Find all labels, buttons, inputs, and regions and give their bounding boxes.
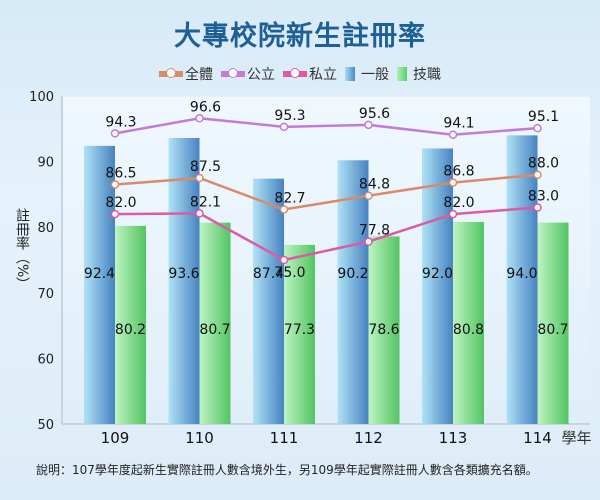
x-tick-label: 109 [101,429,130,447]
line-data-label: 82.0 [443,195,474,211]
legend-line-marker [221,68,245,78]
bar-vocational [199,222,231,424]
x-tick-label: 114 [523,429,552,447]
line-point [279,205,289,214]
bar-data-label: 80.8 [453,322,484,338]
y-tick-label: 60 [37,352,54,367]
y-axis-label: 註冊率（%） [14,208,30,292]
bar-general [84,145,115,424]
line-point [195,114,204,123]
line-point [364,191,373,200]
line-data-label: 95.3 [274,108,305,124]
line-point [110,180,120,189]
line-data-label: 95.6 [359,106,390,122]
line-data-label: 87.5 [190,159,221,175]
bar-vocational [368,236,400,424]
legend-item-private: 私立 [283,64,337,84]
legend-item-total: 全體 [159,64,213,84]
line-point [448,209,458,219]
y-tick-label: 100 [29,90,54,105]
bar-general [253,178,284,424]
line-data-label: 94.3 [105,114,136,130]
line-series [114,117,538,136]
line-point [364,120,373,130]
legend-label: 一般 [361,67,389,83]
footnote: 說明：107學年度起新生實際註冊人數含境外生，另109學年起實際註冊人數含各類擴… [36,463,538,477]
x-tick-label: 113 [439,429,468,447]
legend-swatch [397,67,407,81]
line-point [195,209,204,218]
y-tick-label: 70 [37,287,54,302]
legend-label: 全體 [185,67,213,83]
line-point [279,122,289,132]
bar-data-label: 80.7 [537,322,568,338]
bar-data-label: 92.0 [422,266,453,282]
y-tick-label: 90 [37,156,54,171]
legend-swatch [345,67,355,81]
bar-data-label: 80.2 [115,322,146,338]
line-data-label: 75.0 [274,265,305,281]
line-point [448,130,458,139]
bar-data-label: 93.6 [168,266,199,282]
bar-data-label: 77.3 [284,322,315,338]
line-data-label: 96.6 [190,99,221,115]
x-tick-label: 112 [354,429,383,447]
line-data-label: 77.8 [359,223,390,239]
legend: 全體 公立 私立 一般 技職 [0,64,600,84]
line-data-label: 94.1 [443,116,474,132]
legend-label: 公立 [247,67,275,83]
line-point [533,203,542,212]
legend-label: 技職 [413,67,441,83]
line-point [195,173,204,183]
bar-general [168,137,200,424]
line-point [533,123,542,133]
bar-vocational [115,225,146,424]
line-point [533,170,542,179]
line-point [364,237,373,246]
line-point [110,209,120,219]
bar-data-label: 90.2 [337,266,368,282]
legend-line-marker [159,68,183,78]
bar-vocational [453,221,484,424]
bar-vocational [284,244,315,424]
line-data-label: 86.8 [443,164,474,180]
chart-title: 大專校院新生註冊率 [174,21,426,52]
bar-data-label: 87.4 [253,266,284,282]
line-point [110,129,120,138]
line-point [448,178,458,187]
line-series [114,173,538,211]
line-data-label: 84.8 [359,177,390,193]
legend-item-general: 一般 [345,64,389,84]
line-data-label: 82.1 [190,194,221,210]
line-series [114,206,538,262]
line-data-label: 82.7 [274,190,305,206]
bar-general [506,135,538,425]
bar-data-label: 80.7 [199,322,230,338]
x-tick-label: 110 [185,429,214,447]
y-tick-label: 80 [37,221,54,236]
bar-general [422,148,453,425]
bar-data-label: 94.0 [506,266,537,282]
legend-item-public: 公立 [221,64,275,84]
line-data-label: 88.0 [528,156,559,172]
legend-line-marker [283,68,307,78]
line-data-label: 82.0 [105,195,136,211]
bar-vocational [537,222,569,424]
bar-data-label: 78.6 [368,322,399,338]
line-data-label: 83.0 [528,189,559,205]
line-data-label: 95.1 [528,109,559,125]
line-data-label: 86.5 [105,166,136,182]
y-tick-label: 50 [37,418,54,433]
legend-item-vocational: 技職 [397,64,441,84]
x-axis-label: 學年 [562,429,592,447]
bar-general [337,160,369,424]
line-point [279,255,289,265]
bar-data-label: 92.4 [84,266,115,282]
legend-label: 私立 [309,67,337,83]
plot-area [62,96,590,424]
x-tick-label: 111 [270,429,299,447]
